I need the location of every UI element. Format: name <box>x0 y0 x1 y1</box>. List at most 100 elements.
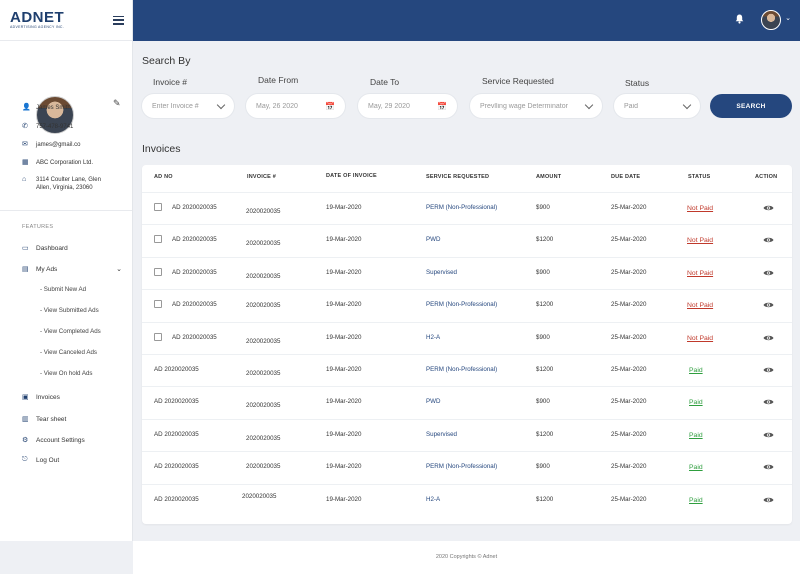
eye-icon[interactable] <box>763 496 774 504</box>
nav-my-ads-label: My Ads <box>36 265 58 273</box>
eye-icon[interactable] <box>763 334 774 342</box>
cell-amount: $1200 <box>536 366 554 373</box>
cell-date: 19-Mar-2020 <box>326 236 362 244</box>
row-checkbox[interactable] <box>154 332 162 341</box>
cell-ad-no: AD 2020020035 <box>172 236 217 244</box>
cell-due-date: 25-Mar-2020 <box>611 463 647 471</box>
invoice-input[interactable]: Enter Invoice # <box>142 94 234 118</box>
row-checkbox[interactable] <box>154 235 162 244</box>
eye-icon[interactable] <box>763 398 774 406</box>
profile-phone: 757-478-9741 <box>36 124 74 130</box>
status-link[interactable]: Paid <box>689 431 703 439</box>
nav-my-ads[interactable]: ▤ My Ads ⌄ <box>22 265 122 274</box>
chevron-down-icon <box>682 100 692 109</box>
nav-log-out[interactable]: ⎋ Log Out <box>22 456 122 464</box>
bell-icon[interactable] <box>735 14 744 24</box>
invoice-label: Invoice # <box>153 77 188 87</box>
row-checkbox[interactable] <box>154 300 162 309</box>
cell-ad-no: AD 2020020035 <box>154 463 199 471</box>
cell-due-date: 25-Mar-2020 <box>611 398 647 406</box>
status-link[interactable]: Paid <box>689 496 703 504</box>
nav-invoices[interactable]: ▣ Invoices <box>22 393 122 402</box>
status-link[interactable]: Not Paid <box>687 269 714 277</box>
nav-submit-new-ad[interactable]: - Submit New Ad <box>40 286 87 293</box>
search-button[interactable]: SEARCH <box>710 94 792 118</box>
logo[interactable]: ADNET ADVERTISING AGENCY INC. <box>10 10 113 29</box>
chevron-down-icon <box>216 100 226 109</box>
invoice-placeholder: Enter Invoice # <box>152 102 199 110</box>
eye-icon[interactable] <box>763 236 774 244</box>
profile-address-row: ⌂ 3114 Coulter Lane, Glen Allen, Virgini… <box>22 176 116 192</box>
status-link[interactable]: Paid <box>689 399 703 407</box>
profile-name-row: 👤 James Smith <box>22 104 71 112</box>
calendar-icon[interactable]: 📅 <box>437 101 447 111</box>
user-icon: 👤 <box>22 104 31 111</box>
nav-tear-sheet-label: Tear sheet <box>36 415 67 423</box>
cell-due-date: 25-Mar-2020 <box>611 430 647 438</box>
cell-amount: $900 <box>536 204 550 211</box>
status-link[interactable]: Not Paid <box>687 334 714 342</box>
nav-view-on-hold-ads[interactable]: - View On hold Ads <box>40 370 93 377</box>
cell-due-date: 25-Mar-2020 <box>611 204 647 211</box>
row-checkbox[interactable] <box>154 267 162 276</box>
status-link[interactable]: Paid <box>689 367 703 374</box>
nav-view-submitted-ads[interactable]: - View Submitted Ads <box>40 307 99 314</box>
sidebar: ADNET ADVERTISING AGENCY INC. ✎ 👤 James … <box>0 0 133 541</box>
cell-date: 19-Mar-2020 <box>326 430 362 438</box>
eye-icon[interactable] <box>763 269 774 277</box>
row-checkbox[interactable] <box>154 203 162 211</box>
edit-icon[interactable]: ✎ <box>113 98 121 108</box>
col-action: ACTION <box>755 174 778 180</box>
profile-avatar <box>36 96 74 134</box>
cell-invoice: 2020020035 <box>246 208 281 215</box>
eye-icon[interactable] <box>763 204 774 212</box>
hamburger-icon[interactable] <box>113 15 124 25</box>
cell-due-date: 25-Mar-2020 <box>611 495 647 503</box>
eye-icon[interactable] <box>763 463 774 471</box>
cell-invoice: 2020020035 <box>246 370 281 377</box>
service-select[interactable]: Prevlling wage Determinator <box>470 94 602 118</box>
status-link[interactable]: Not Paid <box>687 205 714 212</box>
table-row: AD 2020020035 2020020035 19-Mar-2020 PERM (… <box>142 192 792 224</box>
cell-service: PERM (Non-Professional) <box>426 301 498 309</box>
cell-ad-no: AD 2020020035 <box>172 268 217 276</box>
col-due-date: DUE DATE <box>611 174 641 180</box>
nav-view-completed-ads[interactable]: - View Completed Ads <box>40 328 101 335</box>
top-bar: ⌄ <box>133 0 800 41</box>
nav-dashboard[interactable]: ▭ Dashboard <box>22 244 122 253</box>
profile-email-row: ✉ james@gmail.co <box>22 141 80 149</box>
profile-panel: ✎ 👤 James Smith ✆ 757-478-9741 ✉ james@g… <box>0 41 132 211</box>
cell-ad-no: AD 2020020035 <box>172 333 217 341</box>
cell-date: 19-Mar-2020 <box>326 268 362 276</box>
date-from-input[interactable]: May, 26 2020 📅 <box>246 94 345 118</box>
status-link[interactable]: Paid <box>689 464 703 472</box>
status-link[interactable]: Not Paid <box>687 237 714 245</box>
chevron-down-icon: ⌄ <box>116 266 122 273</box>
nav-account-settings[interactable]: ⚙ Account Settings <box>22 436 122 445</box>
date-to-input[interactable]: May, 29 2020 📅 <box>358 94 457 118</box>
building-icon: ▦ <box>22 159 29 166</box>
cell-ad-no: AD 2020020035 <box>154 430 199 438</box>
status-select[interactable]: Paid <box>614 94 700 118</box>
cell-service: Supervised <box>426 430 457 438</box>
eye-icon[interactable] <box>763 301 774 309</box>
table-row: AD 2020020035 2020020035 19-Mar-2020 PWD $12… <box>142 224 792 256</box>
eye-icon[interactable] <box>763 431 774 439</box>
cell-due-date: 25-Mar-2020 <box>611 236 647 244</box>
cell-amount: $900 <box>536 398 550 406</box>
header-avatar[interactable] <box>761 10 781 30</box>
cell-amount: $900 <box>536 268 550 276</box>
chevron-down-icon <box>584 100 594 109</box>
chevron-down-icon[interactable]: ⌄ <box>785 15 791 22</box>
nav-tear-sheet[interactable]: ▥ Tear sheet <box>22 415 122 424</box>
cell-ad-no: AD 2020020035 <box>154 366 199 373</box>
nav-view-canceled-ads[interactable]: - View Canceled Ads <box>40 349 97 356</box>
eye-icon[interactable] <box>763 366 774 374</box>
cell-due-date: 25-Mar-2020 <box>611 333 647 341</box>
cell-amount: $900 <box>536 333 550 341</box>
calendar-icon[interactable]: 📅 <box>325 101 335 111</box>
cell-invoice: 2020020035 <box>246 463 281 471</box>
cell-invoice: 2020020035 <box>246 337 281 345</box>
profile-company: ABC Corporation Ltd. <box>36 160 94 166</box>
status-link[interactable]: Not Paid <box>687 302 714 310</box>
